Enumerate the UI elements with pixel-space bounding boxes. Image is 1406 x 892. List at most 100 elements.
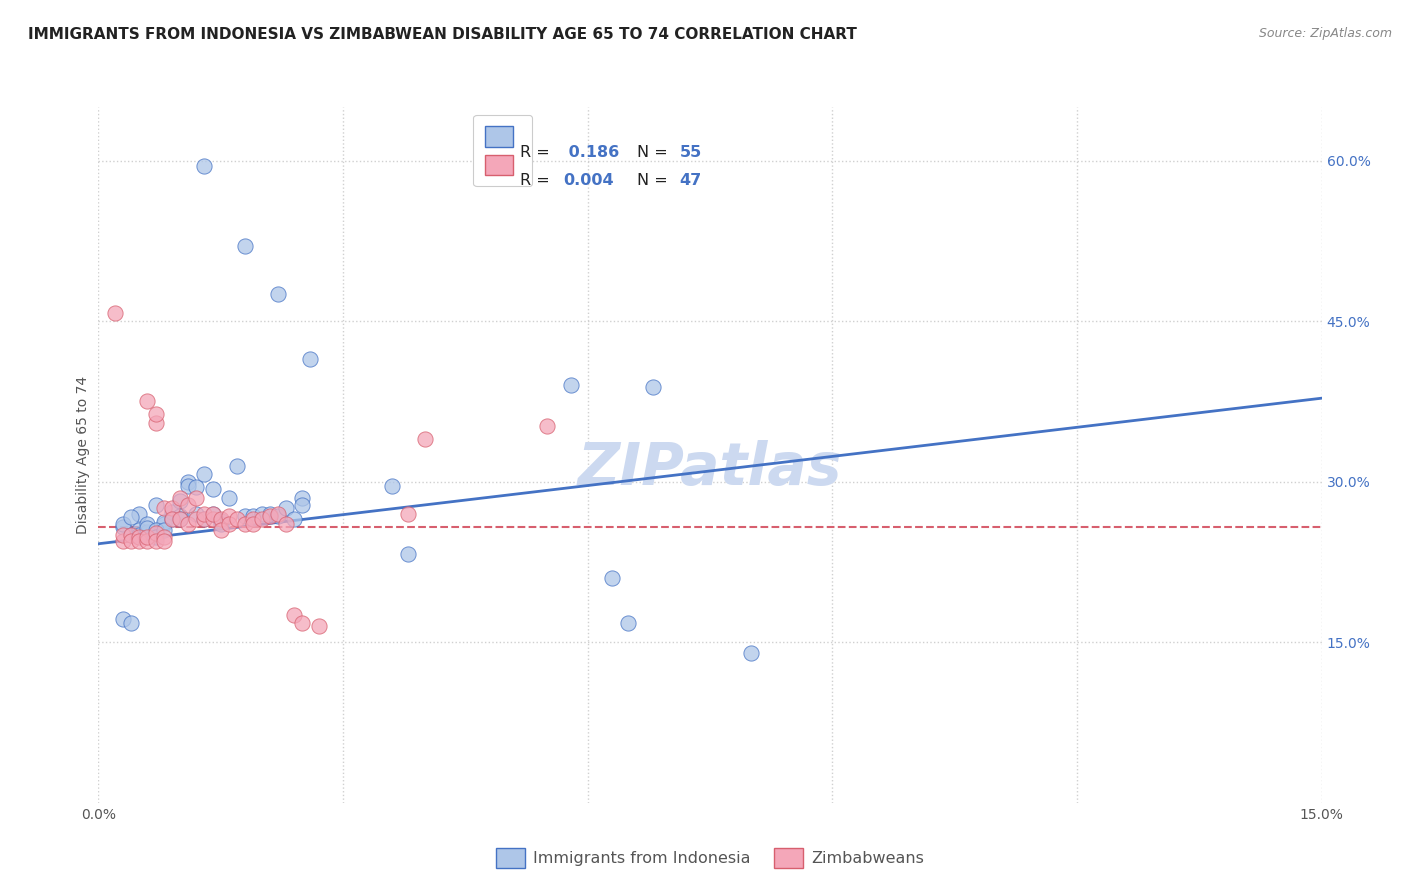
Point (267, 287, 290, 301)
Point (177, 498, 200, 512)
Point (233, 508, 256, 523)
Point (145, 533, 167, 548)
Point (291, 498, 314, 512)
Point (152, 501, 174, 516)
Point (259, 507, 281, 521)
Point (242, 508, 264, 523)
Y-axis label: Disability Age 65 to 74: Disability Age 65 to 74 (76, 376, 90, 534)
Point (160, 512, 183, 526)
Point (259, 508, 281, 523)
Text: R =: R = (520, 145, 555, 160)
Point (120, 510, 142, 524)
Point (145, 526, 167, 541)
Point (274, 517, 297, 532)
Legend: Immigrants from Indonesia, Zimbabweans: Immigrants from Indonesia, Zimbabweans (489, 841, 931, 875)
Point (299, 351, 322, 366)
Point (250, 512, 273, 526)
Point (209, 523, 232, 537)
Point (283, 512, 305, 526)
Point (111, 519, 134, 533)
Point (120, 615, 142, 630)
Point (186, 480, 208, 494)
Point (177, 479, 200, 493)
Point (120, 533, 142, 548)
Point (111, 517, 134, 532)
Point (536, 419, 558, 434)
Point (218, 517, 240, 532)
Point (291, 615, 314, 630)
Point (396, 507, 419, 521)
Point (128, 528, 150, 542)
Point (381, 479, 404, 493)
Point (152, 533, 174, 548)
Point (193, 467, 215, 482)
Point (209, 517, 232, 532)
Text: Source: ZipAtlas.com: Source: ZipAtlas.com (1258, 27, 1392, 40)
Point (136, 394, 159, 409)
Point (169, 508, 191, 523)
Point (560, 378, 582, 392)
Point (160, 501, 183, 516)
Text: 0.186: 0.186 (564, 145, 620, 160)
Point (242, 517, 264, 532)
Point (111, 533, 134, 548)
Point (160, 505, 183, 519)
Point (120, 528, 142, 542)
Point (177, 475, 200, 489)
Point (201, 512, 224, 526)
Point (128, 523, 150, 537)
Point (218, 491, 240, 505)
Text: ZIPatlas: ZIPatlas (578, 441, 842, 498)
Text: N =: N = (637, 145, 672, 160)
Text: R =: R = (520, 172, 555, 187)
Point (145, 530, 167, 544)
Point (226, 512, 249, 526)
Point (136, 533, 159, 548)
Point (226, 458, 249, 473)
Point (617, 615, 640, 630)
Text: 55: 55 (679, 145, 702, 160)
Point (193, 512, 215, 526)
Point (136, 524, 159, 539)
Point (291, 491, 314, 505)
Point (160, 512, 183, 526)
Point (111, 612, 134, 626)
Point (169, 512, 191, 526)
Point (413, 432, 436, 446)
Point (740, 646, 762, 660)
Point (136, 530, 159, 544)
Point (201, 507, 224, 521)
Point (242, 512, 264, 526)
Point (186, 512, 208, 526)
Point (283, 608, 305, 623)
Point (145, 523, 167, 537)
Point (136, 521, 159, 535)
Point (169, 494, 191, 508)
Point (193, 512, 215, 526)
Point (193, 507, 215, 521)
Point (201, 507, 224, 521)
Point (274, 501, 297, 516)
Point (233, 239, 256, 253)
Point (209, 512, 232, 526)
Point (169, 512, 191, 526)
Point (396, 548, 419, 562)
Point (169, 491, 191, 505)
Point (120, 528, 142, 542)
Point (201, 482, 224, 496)
Point (145, 407, 167, 421)
Point (152, 517, 174, 532)
Point (128, 533, 150, 548)
Point (267, 508, 290, 523)
Point (111, 528, 134, 542)
Point (186, 507, 208, 521)
Text: 0.004: 0.004 (564, 172, 614, 187)
Point (145, 498, 167, 512)
Point (267, 507, 290, 521)
Point (152, 523, 174, 537)
Point (308, 619, 330, 633)
Text: 47: 47 (679, 172, 702, 187)
Point (641, 380, 664, 394)
Point (600, 571, 623, 585)
Text: IMMIGRANTS FROM INDONESIA VS ZIMBABWEAN DISABILITY AGE 65 TO 74 CORRELATION CHAR: IMMIGRANTS FROM INDONESIA VS ZIMBABWEAN … (28, 27, 858, 42)
